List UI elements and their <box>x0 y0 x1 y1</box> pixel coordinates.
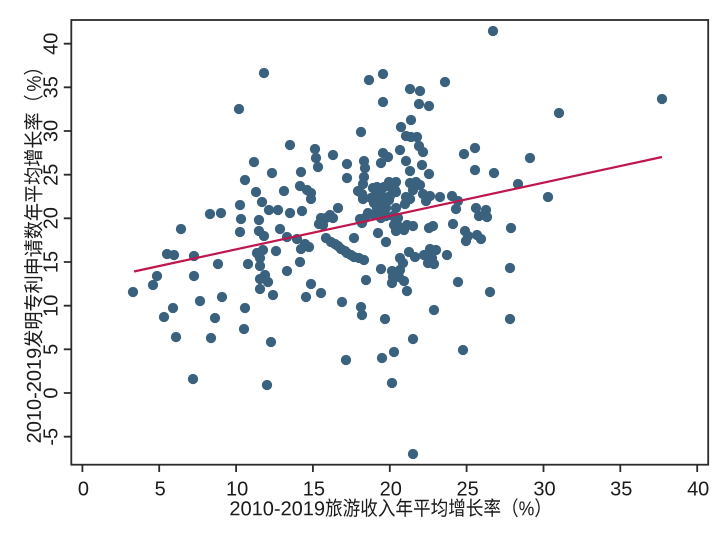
svg-text:5: 5 <box>41 344 63 355</box>
svg-text:30: 30 <box>533 478 555 500</box>
svg-text:10: 10 <box>41 295 63 317</box>
svg-text:40: 40 <box>687 478 709 500</box>
svg-text:15: 15 <box>303 478 325 500</box>
svg-text:30: 30 <box>41 120 63 142</box>
svg-text:5: 5 <box>155 478 166 500</box>
svg-text:0: 0 <box>78 478 89 500</box>
svg-text:25: 25 <box>41 164 63 186</box>
svg-text:10: 10 <box>226 478 248 500</box>
svg-text:0: 0 <box>41 387 63 398</box>
svg-text:20: 20 <box>41 207 63 229</box>
svg-text:35: 35 <box>41 76 63 98</box>
svg-text:40: 40 <box>41 33 63 55</box>
svg-text:20: 20 <box>380 478 402 500</box>
svg-text:25: 25 <box>456 478 478 500</box>
svg-text:35: 35 <box>610 478 632 500</box>
svg-text:15: 15 <box>41 251 63 273</box>
svg-text:-5: -5 <box>41 428 63 446</box>
